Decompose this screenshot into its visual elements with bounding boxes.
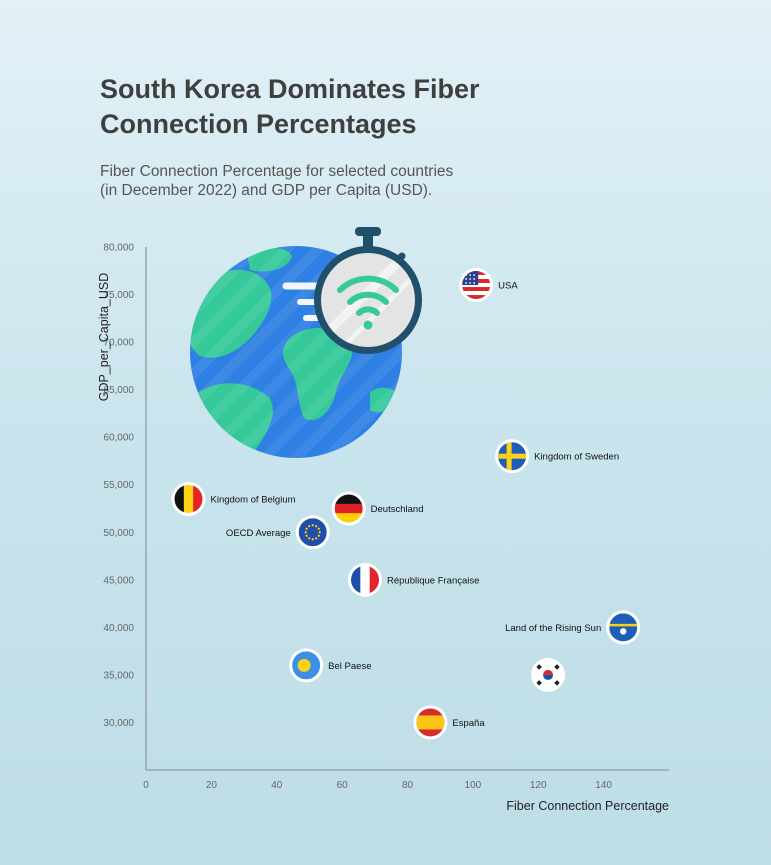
y-tick-label: 45,000 [103,575,134,586]
belgium-flag [174,484,203,513]
y-tick-label: 80,000 [103,243,134,254]
globe-stopwatch-wifi-icon [190,227,422,458]
data-point: OECD Average [226,515,330,550]
data-point [531,657,566,692]
y-tick-label: 30,000 [103,718,134,729]
y-tick-label: 70,000 [103,338,134,349]
point-label: España [452,718,485,729]
y-tick-label: 75,000 [103,290,134,301]
y-tick-label: 65,000 [103,385,134,396]
x-tick-label: 120 [530,780,547,791]
x-tick-labels: 0 20 40 60 80 100 120 140 [143,780,612,791]
y-tick-label: 55,000 [103,480,134,491]
data-point: Bel Paese [289,648,371,683]
data-point: Kingdom of Sweden [495,439,619,474]
point-label: Deutschland [371,504,424,515]
x-tick-label: 60 [337,780,349,791]
y-tick-label: 40,000 [103,623,134,634]
x-tick-label: 40 [271,780,283,791]
point-label: USA [498,281,518,292]
sweden-flag [498,442,527,471]
y-tick-label: 35,000 [103,670,134,681]
data-point: USA [459,268,518,303]
point-label: République Française [387,575,479,586]
subtitle-line-2: (in December 2022) and GDP per Capita (U… [100,182,433,199]
data-point: Kingdom of Belgium [171,481,296,516]
data-points: USA Kingdom of Sweden Kingdom of Belgium De… [171,268,641,740]
germany-flag [334,494,363,523]
y-tick-labels: 30,000 35,000 40,000 45,000 50,000 55,000 60,0… [103,243,134,729]
france-flag [351,565,380,594]
data-point: España [413,705,485,740]
x-tick-label: 0 [143,780,149,791]
data-point: République Française [348,562,479,597]
eu-flag [298,518,327,547]
point-label: Land of the Rising Sun [505,623,601,634]
italy-flag [292,651,321,680]
usa-flag [462,271,491,300]
y-tick-label: 60,000 [103,433,134,444]
x-tick-label: 140 [595,780,612,791]
south-korea-flag [534,660,563,689]
x-tick-label: 100 [465,780,482,791]
point-label: OECD Average [226,528,291,539]
spain-flag [416,708,445,737]
x-tick-label: 80 [402,780,414,791]
chart-subtitle: Fiber Connection Percentage for selected… [100,162,560,200]
subtitle-line-1: Fiber Connection Percentage for selected… [100,163,454,180]
y-tick-label: 50,000 [103,528,134,539]
x-tick-label: 20 [206,780,218,791]
japan-flag [609,613,638,642]
x-axis-title: Fiber Connection Percentage [506,799,669,813]
point-label: Kingdom of Belgium [210,494,295,505]
y-axis-title: GDP_per_Capita_USD [97,273,111,402]
point-label: Bel Paese [328,661,371,672]
point-label: Kingdom of Sweden [534,452,619,463]
data-point: Land of the Rising Sun [505,610,641,645]
data-point: Deutschland [331,491,424,526]
chart-title: South Korea Dominates Fiber Connection P… [100,74,480,139]
